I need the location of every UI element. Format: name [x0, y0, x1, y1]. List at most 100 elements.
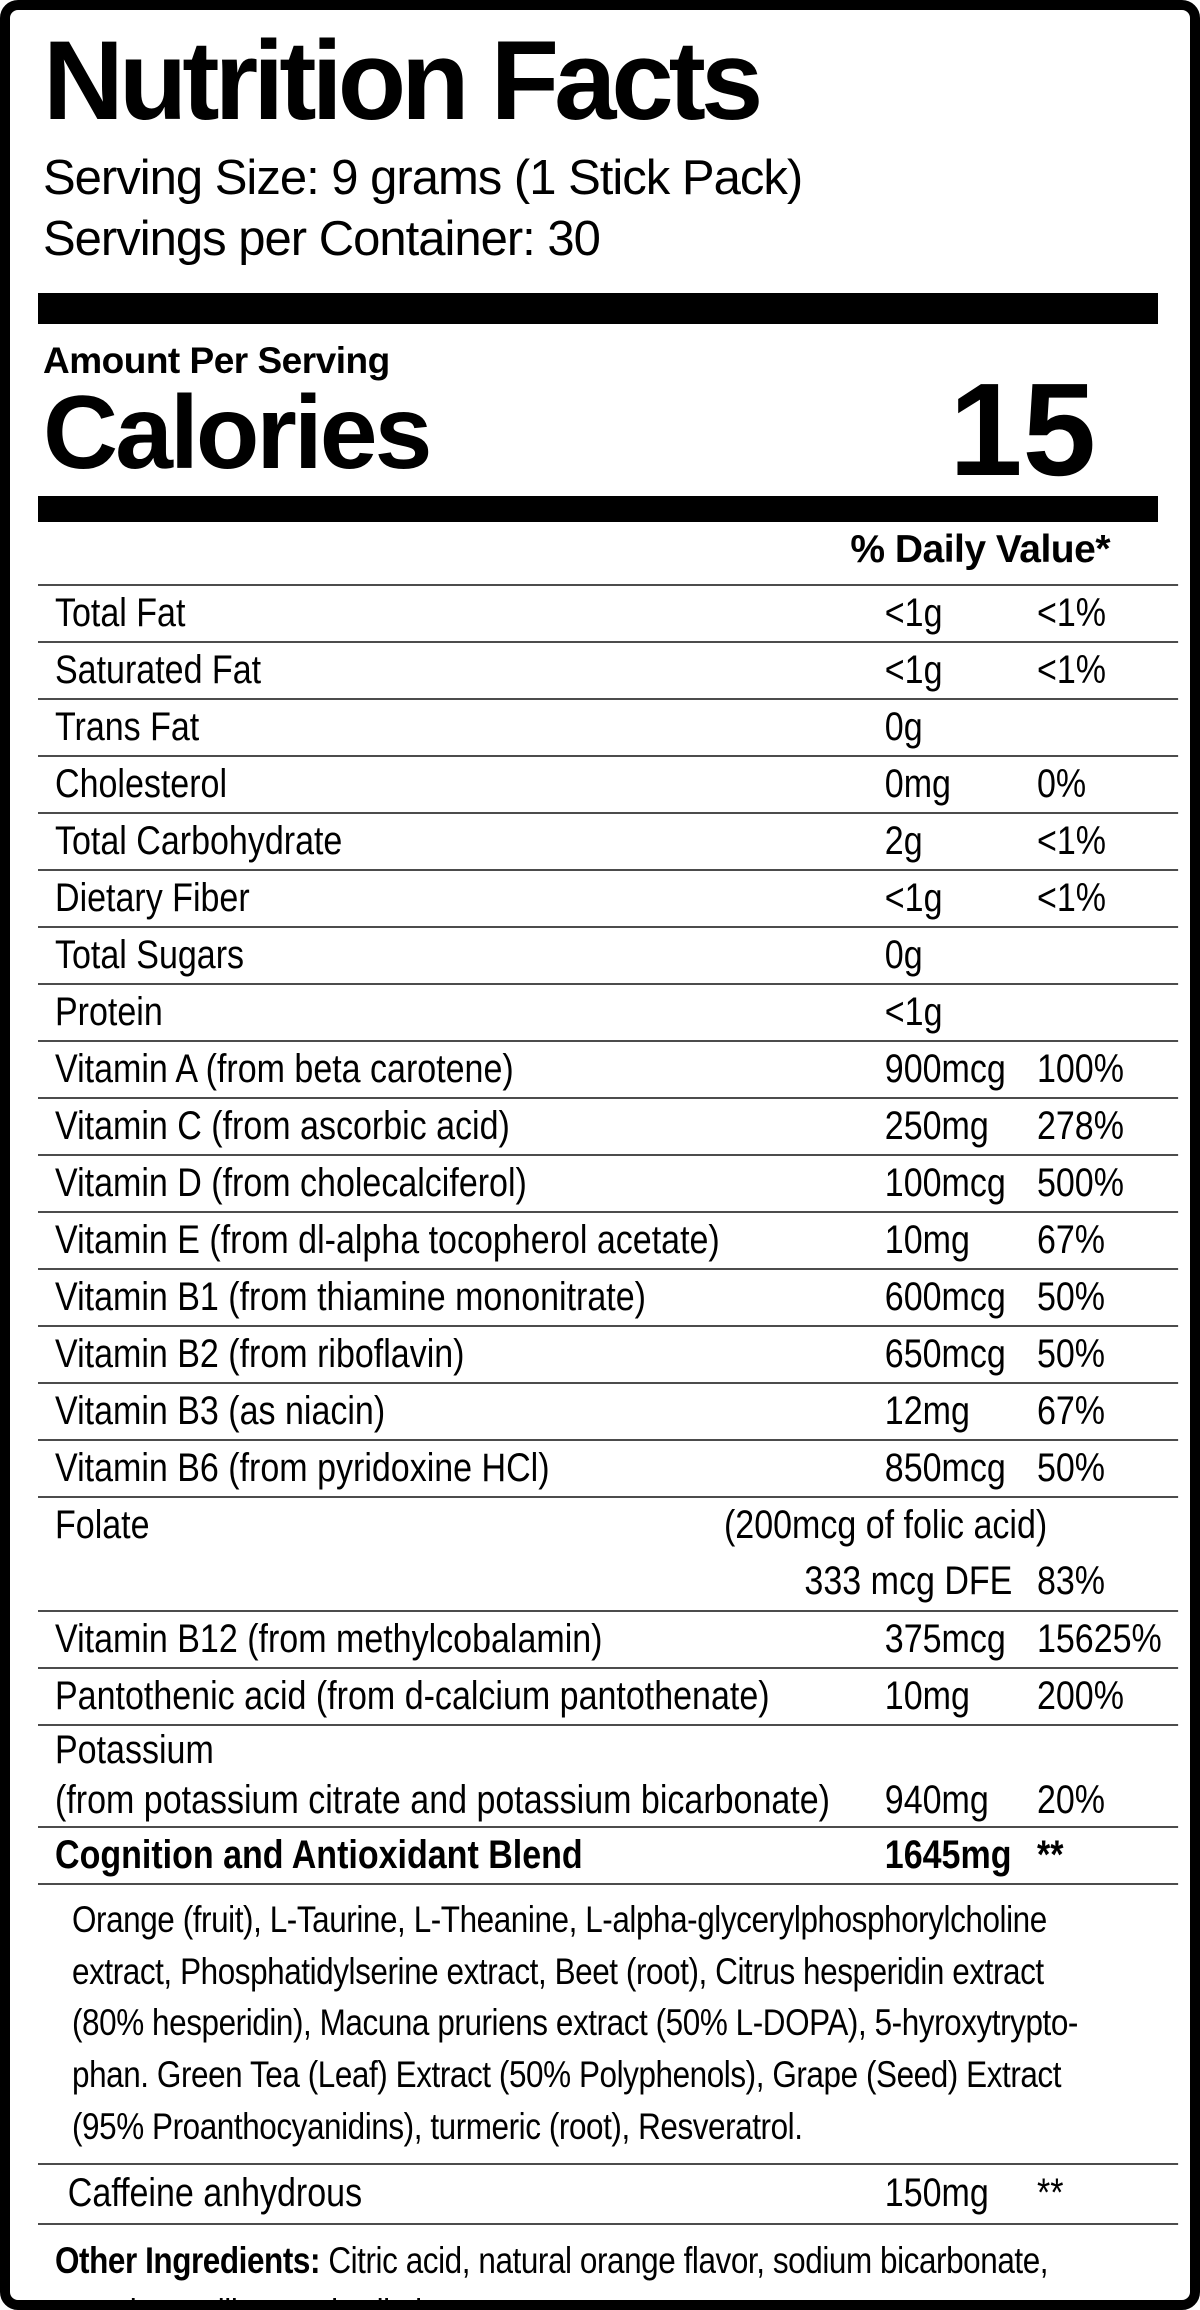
- table-row-cognition-blend: Cognition and Antioxidant Blend 1645mg *…: [38, 1825, 1179, 1883]
- table-row-total-fat: Total Fat <1g <1%: [38, 583, 1179, 641]
- table-row-vitamin-a: Vitamin A (from beta carotene) 900mcg 10…: [38, 1039, 1179, 1097]
- serving-size-text: Serving Size: 9 grams (1 Stick Pack): [43, 151, 803, 206]
- table-row-cholesterol: Cholesterol 0mg 0%: [38, 754, 1179, 812]
- nutrient-name: Vitamin B6 (from pyridoxine HCl): [55, 1445, 550, 1490]
- nutrient-name: Potassium: [55, 1728, 214, 1773]
- other-ingredients-line-2: sucralose, silica, and xylitol.: [55, 2287, 1178, 2300]
- table-row-vitamin-c: Vitamin C (from ascorbic acid) 250mg 278…: [38, 1096, 1179, 1154]
- table-row-trans-fat: Trans Fat 0g: [38, 697, 1179, 755]
- nutrient-amount: <1g: [884, 989, 943, 1034]
- servings-per-container-text: Servings per Container: 30: [43, 212, 601, 267]
- table-row-vitamin-b3: Vitamin B3 (as niacin) 12mg 67%: [38, 1381, 1179, 1439]
- nutrient-amount: 0mg: [884, 761, 951, 806]
- other-ingredients-section: Other Ingredients: Citric acid, natural …: [38, 2222, 1179, 2300]
- table-row-total-sugars: Total Sugars 0g: [38, 925, 1179, 983]
- nutrient-amount: 150mg: [884, 2171, 989, 2216]
- thick-divider-bar: [38, 495, 1158, 522]
- nutrient-table: Total Fat <1g <1% Saturated Fat <1g <1% …: [38, 583, 1179, 2300]
- table-row-pantothenic-acid: Pantothenic acid (from d-calcium pantoth…: [38, 1666, 1179, 1724]
- table-row-potassium: Potassium (from potassium citrate and po…: [38, 1723, 1179, 1826]
- nutrient-daily-value: 67%: [1036, 1388, 1106, 1433]
- potassium-source-note: (from potassium citrate and potassium bi…: [55, 1778, 830, 1823]
- nutrient-amount: 375mcg: [884, 1616, 1006, 1661]
- nutrient-amount: 2g: [884, 818, 923, 863]
- blend-name: Cognition and Antioxidant Blend: [55, 1832, 583, 1877]
- nutrient-name: Vitamin D (from cholecalciferol): [55, 1160, 527, 1205]
- amount-per-serving-label: Amount Per Serving: [43, 339, 390, 381]
- nutrient-amount: 650mcg: [884, 1331, 1006, 1376]
- nutrient-daily-value: <1%: [1036, 647, 1106, 692]
- blend-ingredients-line: extract, Phosphatidylserine extract, Bee…: [72, 1950, 1044, 1992]
- nutrient-daily-value: 100%: [1036, 1046, 1124, 1091]
- nutrient-amount: 12mg: [884, 1388, 970, 1433]
- nutrient-name: Folate: [55, 1503, 150, 1548]
- nutrient-daily-value: <1%: [1036, 818, 1106, 863]
- blend-daily-value: **: [1036, 1832, 1064, 1877]
- nutrient-name: Saturated Fat: [55, 647, 262, 692]
- calories-label: Calories: [43, 375, 432, 492]
- page-title: Nutrition Facts: [43, 18, 763, 143]
- nutrient-daily-value: **: [1036, 2171, 1064, 2216]
- table-row-vitamin-b12: Vitamin B12 (from methylcobalamin) 375mc…: [38, 1609, 1179, 1667]
- table-row-saturated-fat: Saturated Fat <1g <1%: [38, 640, 1179, 698]
- potassium-line-2: (from potassium citrate and potassium bi…: [38, 1776, 1178, 1826]
- nutrient-daily-value: 15625%: [1036, 1616, 1162, 1661]
- nutrient-daily-value: 278%: [1036, 1103, 1124, 1148]
- nutrient-amount: <1g: [884, 875, 943, 920]
- label-header: Nutrition Facts Serving Size: 9 grams (1…: [43, 18, 1158, 271]
- nutrient-name: Vitamin C (from ascorbic acid): [55, 1103, 510, 1148]
- nutrient-amount: 333 mcg DFE: [804, 1559, 1013, 1604]
- nutrient-name: Vitamin A (from beta carotene): [55, 1046, 514, 1091]
- nutrient-amount: 940mg: [884, 1778, 989, 1823]
- blend-ingredients-paragraph: Orange (fruit), L-Taurine, L-Theanine, L…: [38, 1882, 1179, 2163]
- table-row-protein: Protein <1g: [38, 982, 1179, 1040]
- table-row-caffeine: Caffeine anhydrous 150mg **: [38, 2162, 1179, 2223]
- nutrient-amount: <1g: [884, 590, 943, 635]
- other-ingredients-line-1: Other Ingredients: Citric acid, natural …: [55, 2235, 1178, 2287]
- nutrient-name: Pantothenic acid (from d-calcium pantoth…: [55, 1673, 770, 1718]
- nutrient-name: Vitamin B1 (from thiamine mononitrate): [55, 1274, 646, 1319]
- table-row-vitamin-b6: Vitamin B6 (from pyridoxine HCl) 850mcg …: [38, 1438, 1179, 1496]
- nutrient-name: Caffeine anhydrous: [67, 2171, 363, 2216]
- nutrient-name: Vitamin B3 (as niacin): [55, 1388, 386, 1433]
- nutrient-daily-value: 200%: [1036, 1673, 1124, 1718]
- blend-ingredients-line: (95% Proanthocyanidins), turmeric (root)…: [72, 2105, 803, 2147]
- table-row-folate: Folate (200mcg of folic acid) 333 mcg DF…: [38, 1495, 1179, 1610]
- nutrient-amount: 10mg: [884, 1217, 970, 1262]
- calories-row: Calories 15: [43, 363, 1158, 495]
- thick-divider-bar: [38, 292, 1158, 324]
- nutrient-name: Vitamin B12 (from methylcobalamin): [55, 1616, 603, 1661]
- nutrient-daily-value: 83%: [1036, 1559, 1106, 1604]
- blend-ingredients-line: Orange (fruit), L-Taurine, L-Theanine, L…: [72, 1898, 1047, 1940]
- nutrient-name: Vitamin B2 (from riboflavin): [55, 1331, 465, 1376]
- nutrient-daily-value: 67%: [1036, 1217, 1106, 1262]
- nutrient-daily-value: <1%: [1036, 590, 1106, 635]
- nutrient-daily-value: 0%: [1036, 761, 1087, 806]
- nutrient-amount: 250mg: [884, 1103, 989, 1148]
- folate-line-1: Folate (200mcg of folic acid): [38, 1498, 1178, 1554]
- table-row-vitamin-d: Vitamin D (from cholecalciferol) 100mcg …: [38, 1153, 1179, 1211]
- nutrient-daily-value: 50%: [1036, 1274, 1106, 1319]
- nutrient-name: Cholesterol: [55, 761, 228, 806]
- table-row-vitamin-b1: Vitamin B1 (from thiamine mononitrate) 6…: [38, 1267, 1179, 1325]
- blend-ingredients-line: phan. Green Tea (Leaf) Extract (50% Poly…: [72, 2054, 1062, 2096]
- table-row-vitamin-b2: Vitamin B2 (from riboflavin) 650mcg 50%: [38, 1324, 1179, 1382]
- nutrient-amount: 0g: [884, 704, 923, 749]
- folate-folic-acid-note: (200mcg of folic acid): [723, 1503, 1048, 1548]
- nutrient-name: Vitamin E (from dl-alpha tocopherol acet…: [55, 1217, 720, 1262]
- blend-ingredients-line: (80% hesperidin), Macuna pruriens extrac…: [72, 2002, 1078, 2044]
- blend-amount: 1645mg: [884, 1832, 1012, 1877]
- folate-line-2: 333 mcg DFE 83%: [38, 1554, 1178, 1610]
- nutrient-amount: 900mcg: [884, 1046, 1006, 1091]
- other-ingredients-label: Other Ingredients:: [55, 2239, 321, 2281]
- nutrient-amount: 100mcg: [884, 1160, 1006, 1205]
- nutrient-amount: 0g: [884, 932, 923, 977]
- nutrient-name: Dietary Fiber: [55, 875, 250, 920]
- potassium-line-1: Potassium: [38, 1726, 1178, 1776]
- nutrient-daily-value: 50%: [1036, 1331, 1106, 1376]
- nutrient-daily-value: 20%: [1036, 1778, 1106, 1823]
- daily-value-header: % Daily Value*: [850, 527, 1110, 571]
- nutrient-daily-value: <1%: [1036, 875, 1106, 920]
- table-row-total-carbohydrate: Total Carbohydrate 2g <1%: [38, 811, 1179, 869]
